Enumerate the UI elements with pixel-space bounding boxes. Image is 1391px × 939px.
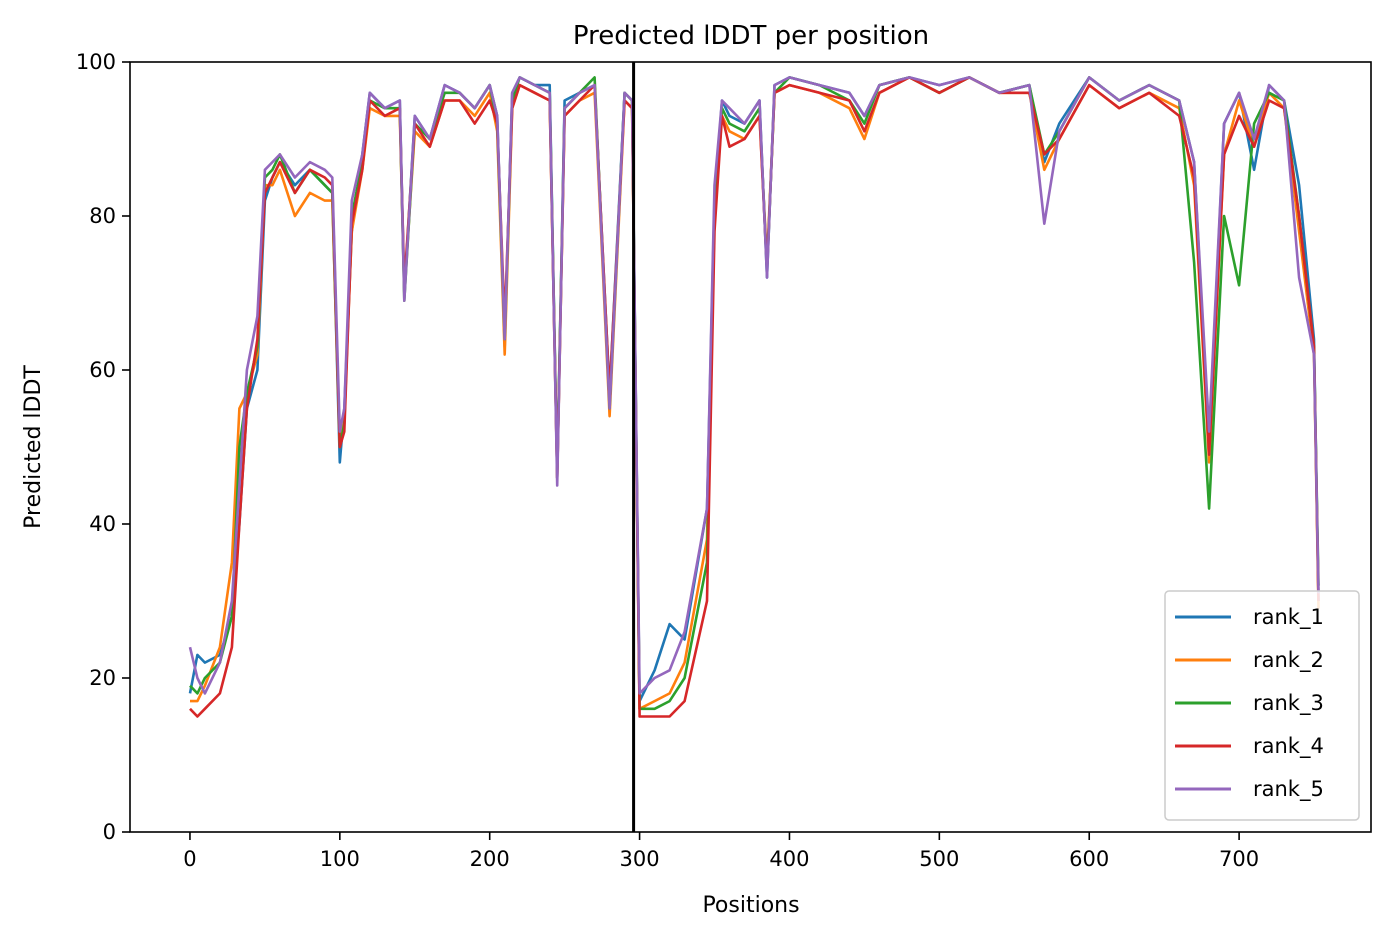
x-tick-label: 400 — [769, 847, 809, 871]
y-tick-label: 60 — [89, 358, 116, 382]
plot-lines — [188, 76, 1320, 718]
y-tick-label: 0 — [103, 820, 116, 844]
y-tick-label: 40 — [89, 512, 116, 536]
x-tick-label: 500 — [919, 847, 959, 871]
x-tick-label: 700 — [1219, 847, 1259, 871]
x-axis-title: Positions — [702, 893, 799, 918]
legend-label-rank_3: rank_3 — [1253, 691, 1324, 716]
legend-label-rank_2: rank_2 — [1253, 648, 1324, 673]
y-tick-label: 20 — [89, 666, 116, 690]
x-axis: 0 100 200 300 400 500 600 700 — [183, 832, 1259, 871]
legend-box — [1164, 590, 1360, 821]
x-tick-label: 0 — [183, 847, 196, 871]
x-tick-label: 600 — [1069, 847, 1109, 871]
plot-frame — [129, 61, 1372, 833]
x-tick-label: 100 — [320, 847, 360, 871]
y-axis-title: Predicted lDDT — [21, 365, 46, 529]
y-tick-label: 100 — [76, 50, 116, 74]
legend-label-rank_1: rank_1 — [1253, 605, 1324, 630]
y-axis: 0 20 40 60 80 100 — [76, 50, 130, 844]
legend-label-rank_4: rank_4 — [1253, 734, 1324, 759]
chart-title: Predicted lDDT per position — [573, 21, 929, 51]
series-line-rank_5 — [188, 76, 1320, 695]
legend-label-rank_5: rank_5 — [1253, 777, 1324, 802]
legend: rank_1 rank_2 rank_3 rank_4 rank_5 — [1164, 590, 1360, 821]
x-tick-label: 200 — [470, 847, 510, 871]
y-tick-label: 80 — [89, 204, 116, 228]
x-tick-label: 300 — [620, 847, 660, 871]
